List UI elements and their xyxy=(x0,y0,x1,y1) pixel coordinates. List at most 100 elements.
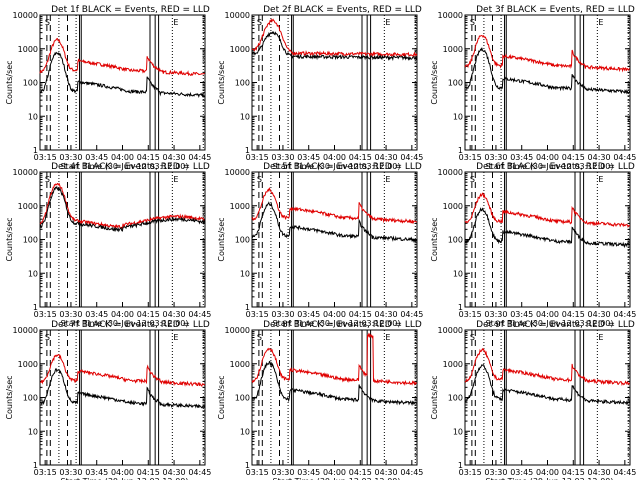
y-tick-label: 1000 xyxy=(230,360,250,369)
y-tick-label: 100 xyxy=(235,236,250,245)
x-tick-label: 03:45 xyxy=(297,310,320,319)
events-series-line xyxy=(464,47,631,95)
y-tick-label: 10000 xyxy=(438,11,463,20)
x-tick-label: 04:45 xyxy=(188,310,211,319)
x-tick-label: 03:15 xyxy=(459,310,482,319)
x-tick-label: 03:45 xyxy=(510,310,533,319)
y-tick-label: 100 xyxy=(448,79,463,88)
end-marker-label: E xyxy=(173,333,178,342)
lld-series-line xyxy=(464,192,631,228)
start-marker-label: S xyxy=(257,175,262,184)
detector-panel: Det 7f BLACK = Events, RED = LLD 1 10 100 10… xyxy=(5,320,211,480)
plot-frame xyxy=(39,329,206,466)
y-tick-label: 100 xyxy=(23,79,38,88)
events-series-line xyxy=(39,368,206,409)
x-tick-label: 04:45 xyxy=(188,153,211,162)
x-tick-label: 03:45 xyxy=(85,153,108,162)
panel-title: Det 8f BLACK = Events, RED = LLD xyxy=(263,320,422,330)
x-tick-label: 04:30 xyxy=(588,153,611,162)
x-tick-label: 04:30 xyxy=(375,310,398,319)
start-marker-label: S xyxy=(45,175,50,184)
panel-title: Det 4f BLACK = Events, RED = LLD xyxy=(51,162,210,172)
y-tick-label: 1 xyxy=(245,303,250,312)
panel-title: Det 2f BLACK = Events, RED = LLD xyxy=(263,5,422,15)
x-tick-label: 03:45 xyxy=(510,153,533,162)
y-tick-label: 1000 xyxy=(230,45,250,54)
detector-panel: Det 4f BLACK = Events, RED = LLD 1 10 100 10… xyxy=(5,162,211,328)
x-tick-label: 03:45 xyxy=(85,310,108,319)
x-tick-label: 04:15 xyxy=(562,468,585,477)
y-tick-label: 10000 xyxy=(13,168,38,177)
x-tick-label: 03:15 xyxy=(246,468,269,477)
y-tick-label: 10000 xyxy=(225,168,250,177)
y-tick-label: 1000 xyxy=(443,360,463,369)
y-tick-label: 1 xyxy=(33,461,38,470)
x-tick-label: 04:30 xyxy=(588,468,611,477)
x-axis-label: Start Time (30-Jun-12 03:12:00) xyxy=(486,319,614,328)
end-marker-label: E xyxy=(385,175,390,184)
lld-series-line xyxy=(39,354,206,387)
x-axis-label: Start Time (30-Jun-12 03:12:00) xyxy=(61,162,189,171)
x-tick-label: 04:00 xyxy=(323,310,346,319)
end-marker-label: E xyxy=(173,18,178,27)
y-tick-label: 10 xyxy=(240,269,250,278)
x-axis-label: Start Time (30-Jun-12 03:12:00) xyxy=(61,477,189,480)
lld-series-line xyxy=(39,38,205,77)
x-axis-label: Start Time (30-Jun-12 03:12:00) xyxy=(273,477,401,480)
y-tick-label: 10000 xyxy=(438,326,463,335)
x-tick-label: 04:30 xyxy=(588,310,611,319)
x-axis-label: Start Time (30-Jun-12 03:12:00) xyxy=(61,319,189,328)
y-tick-label: 100 xyxy=(23,236,38,245)
y-tick-label: 1 xyxy=(458,461,463,470)
events-series-line xyxy=(39,51,206,98)
lld-series-line xyxy=(39,182,205,230)
x-tick-label: 03:30 xyxy=(484,468,507,477)
y-tick-label: 1000 xyxy=(443,45,463,54)
y-tick-label: 10 xyxy=(453,269,463,278)
x-tick-label: 04:00 xyxy=(323,153,346,162)
x-tick-label: 03:45 xyxy=(510,468,533,477)
x-tick-label: 04:30 xyxy=(375,468,398,477)
x-tick-label: 04:00 xyxy=(536,310,559,319)
y-tick-label: 10 xyxy=(240,427,250,436)
y-tick-label: 10 xyxy=(28,112,38,121)
start-marker-label: S xyxy=(45,18,50,27)
x-tick-label: 04:15 xyxy=(137,310,160,319)
plot-frame xyxy=(464,14,631,151)
x-tick-label: 04:00 xyxy=(111,310,134,319)
end-marker-label: E xyxy=(173,175,178,184)
x-tick-label: 04:30 xyxy=(163,310,186,319)
plot-frame xyxy=(251,14,418,151)
x-tick-label: 03:45 xyxy=(297,153,320,162)
x-tick-label: 04:30 xyxy=(163,468,186,477)
x-tick-label: 04:15 xyxy=(349,153,372,162)
x-tick-label: 04:45 xyxy=(400,468,423,477)
plot-frame xyxy=(39,171,206,308)
detector-panel: Det 9f BLACK = Events, RED = LLD 1 10 100 10… xyxy=(430,320,636,480)
y-tick-label: 1 xyxy=(245,146,250,155)
x-tick-label: 04:45 xyxy=(613,310,636,319)
y-tick-label: 10000 xyxy=(438,168,463,177)
x-axis-label: Start Time (30-Jun-12 03:12:00) xyxy=(486,162,614,171)
detector-panel: Det 1f BLACK = Events, RED = LLD 1 10 100 10… xyxy=(5,5,211,171)
end-marker-label: E xyxy=(598,18,603,27)
x-tick-label: 03:45 xyxy=(85,468,108,477)
x-tick-label: 04:00 xyxy=(111,153,134,162)
x-tick-label: 04:45 xyxy=(400,153,423,162)
x-tick-label: 04:15 xyxy=(562,153,585,162)
lld-series-line xyxy=(251,186,418,225)
detector-panel: Det 5f BLACK = Events, RED = LLD 1 10 100 10… xyxy=(217,162,423,328)
y-tick-label: 100 xyxy=(448,236,463,245)
end-marker-label: E xyxy=(385,333,390,342)
x-tick-label: 03:30 xyxy=(59,468,82,477)
panel-title: Det 3f BLACK = Events, RED = LLD xyxy=(476,5,635,15)
events-series-line xyxy=(464,364,631,406)
x-tick-label: 04:15 xyxy=(349,310,372,319)
plot-frame xyxy=(39,14,206,151)
y-tick-label: 1000 xyxy=(18,360,38,369)
detector-panel: Det 2f BLACK = Events, RED = LLD 1 10 100 10… xyxy=(217,5,423,171)
start-marker-label: S xyxy=(470,18,475,27)
events-series-line xyxy=(251,30,418,62)
panel-title: Det 6f BLACK = Events, RED = LLD xyxy=(476,162,635,172)
